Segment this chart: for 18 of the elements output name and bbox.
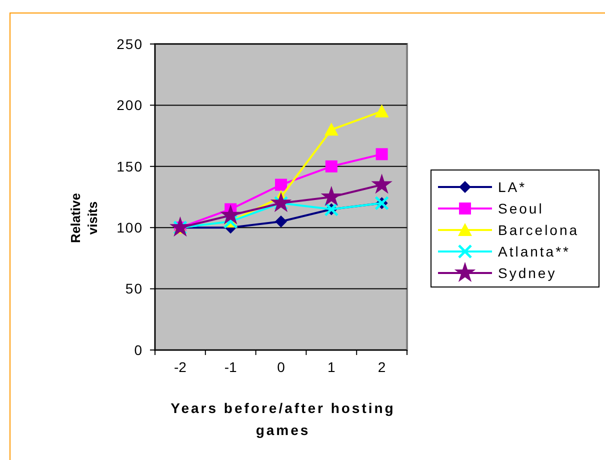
y-tick-label: 0 xyxy=(134,342,143,358)
y-axis-title: Relative visits xyxy=(68,193,100,243)
y-tick-label: 200 xyxy=(116,97,143,114)
y-tick-label: 150 xyxy=(116,158,143,174)
legend-label: Sydney xyxy=(498,264,557,281)
x-tick-label: 2 xyxy=(378,359,386,375)
y-tick-label: 250 xyxy=(116,36,143,52)
x-tick-label: 0 xyxy=(277,359,286,375)
legend-label: Barcelona xyxy=(498,222,580,238)
x-tick-label: 1 xyxy=(328,359,336,375)
legend-label: Seoul xyxy=(498,200,544,216)
y-tick-label: 50 xyxy=(125,280,143,297)
x-axis-title: Years before/after hosting games xyxy=(170,400,396,438)
legend-label: LA* xyxy=(498,178,527,195)
x-tick-label: -2 xyxy=(174,359,187,375)
legend-label: Atlanta** xyxy=(498,243,570,260)
y-tick-label: 100 xyxy=(116,220,143,236)
x-tick-label: -1 xyxy=(224,359,238,375)
